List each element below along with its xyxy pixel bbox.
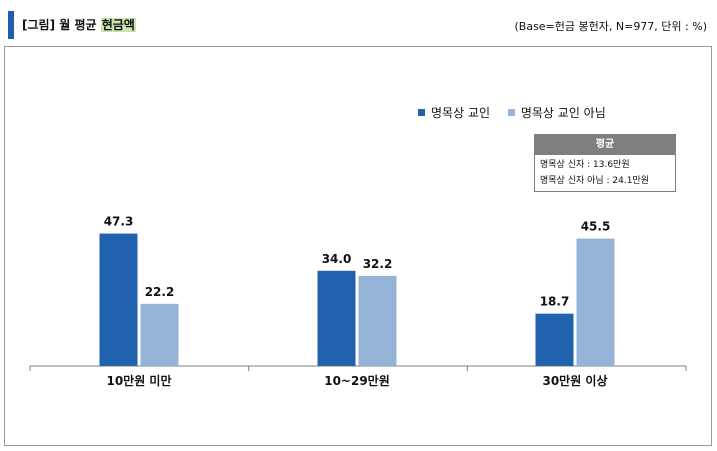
data-label-series-1-2: 34.0	[322, 252, 352, 266]
chart-title-prefix: [그림] 월 평균	[22, 18, 97, 32]
bar-series-1-3	[535, 313, 574, 366]
x-tick-label-3: 30만원 이상	[542, 373, 607, 388]
data-label-series-1-3: 18.7	[540, 295, 570, 309]
data-label-series-2-2: 32.2	[363, 257, 393, 271]
chart-title: [그림] 월 평균 현금액	[22, 16, 136, 33]
bar-series-1-2	[317, 270, 356, 366]
legend-item-series-2: 명목상 교인 아님	[507, 104, 606, 121]
x-tick-label-1: 10만원 미만	[106, 373, 171, 388]
legend-swatch-series-2	[507, 109, 515, 116]
legend-item-series-1: 명목상 교인	[418, 104, 490, 121]
chart-title-highlight: 현금액	[100, 18, 136, 32]
data-label-series-1-1: 47.3	[104, 215, 134, 229]
legend: 명목상 교인 명목상 교인 아님	[418, 104, 620, 121]
average-box-title: 평균	[535, 135, 675, 155]
chart-header: [그림] 월 평균 현금액 (Base=헌금 봉헌자, N=977, 단위 : …	[0, 0, 717, 46]
bar-series-2-3	[576, 238, 615, 366]
data-label-series-2-3: 45.5	[581, 220, 611, 234]
average-box: 평균 명목상 신자 : 13.6만원 명목상 신자 아님 : 24.1만원	[534, 134, 676, 192]
legend-label-series-1: 명목상 교인	[431, 106, 491, 120]
data-label-series-2-1: 22.2	[145, 285, 175, 299]
x-tick-label-2: 10~29만원	[324, 373, 390, 388]
base-note: (Base=헌금 봉헌자, N=977, 단위 : %)	[514, 20, 707, 33]
legend-label-series-2: 명목상 교인 아님	[520, 106, 606, 120]
average-line-1: 명목상 신자 : 13.6만원	[540, 160, 630, 170]
bar-series-1-1	[99, 233, 138, 366]
bar-series-2-2	[358, 275, 397, 366]
header-accent-bar	[8, 11, 14, 39]
bar-series-2-1	[140, 303, 179, 366]
average-line-2: 명목상 신자 아님 : 24.1만원	[540, 176, 650, 186]
legend-swatch-series-1	[418, 109, 425, 116]
